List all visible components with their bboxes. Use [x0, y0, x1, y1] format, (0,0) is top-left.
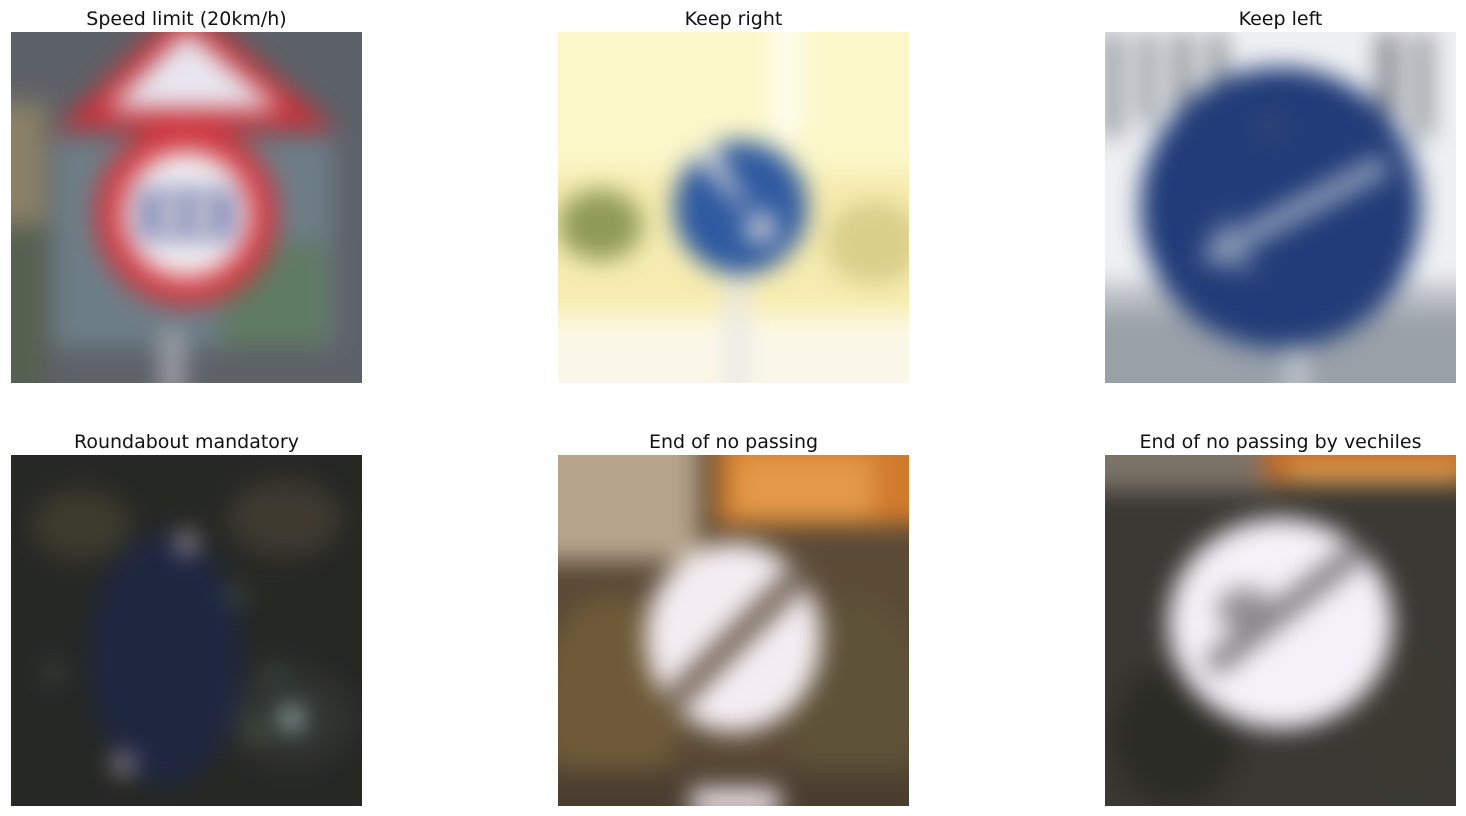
panel-title: Keep left [1238, 8, 1323, 30]
panel-title: End of no passing by vechiles [1139, 431, 1422, 453]
panel-title: End of no passing [648, 431, 819, 453]
panel-title: Keep right [684, 8, 783, 30]
speed-limit-sign-image [11, 32, 362, 383]
panel-title: Speed limit (20km/h) [86, 8, 287, 30]
end-no-passing-sign-image [558, 455, 909, 806]
keep-left-sign-image [1105, 32, 1456, 383]
end-no-passing-vehicles-sign-image [1105, 455, 1456, 806]
roundabout-sign-image [11, 455, 362, 806]
panel-title: Roundabout mandatory [73, 431, 299, 453]
keep-right-sign-image [558, 32, 909, 383]
